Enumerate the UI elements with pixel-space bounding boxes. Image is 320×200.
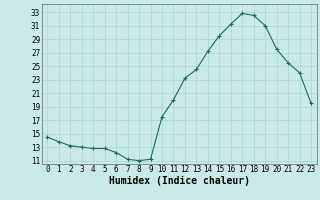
X-axis label: Humidex (Indice chaleur): Humidex (Indice chaleur) [109, 176, 250, 186]
